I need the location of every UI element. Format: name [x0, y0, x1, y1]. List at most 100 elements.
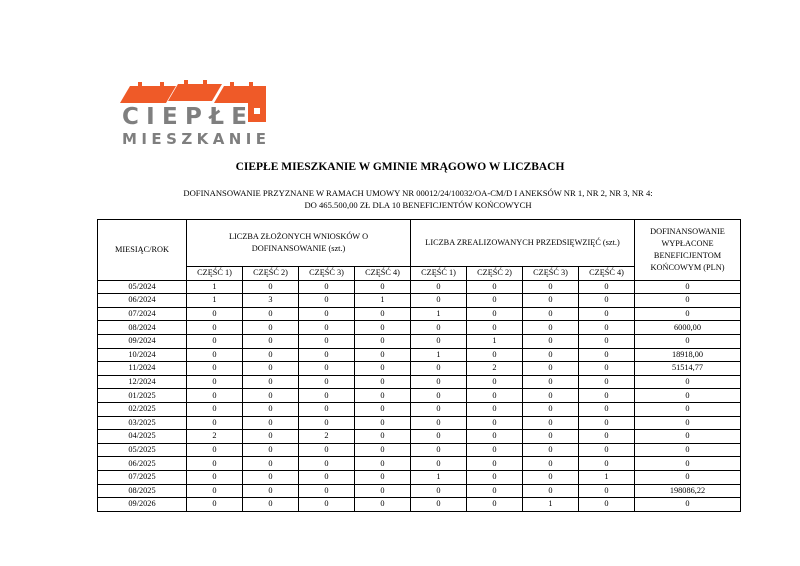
header-part-applications-2: CZĘŚĆ 2) — [242, 266, 299, 281]
svg-text:CIEPŁE: CIEPŁE — [122, 104, 247, 130]
count-cell: 0 — [354, 374, 411, 390]
paid-cell: 198086,22 — [634, 483, 741, 499]
paid-cell: 0 — [634, 456, 741, 471]
cieple-mieszkanie-logo: CIEPŁE MIESZKANIE — [120, 80, 266, 148]
month-cell: 09/2024 — [97, 333, 187, 349]
count-cell: 0 — [298, 483, 355, 499]
count-cell: 0 — [354, 333, 411, 349]
table-row: 08/2025 0 0 0 0 0 0 0 0 198086,22 — [97, 483, 741, 499]
count-cell: 0 — [522, 347, 579, 363]
count-cell: 2 — [466, 361, 523, 376]
count-cell: 0 — [466, 429, 523, 444]
table-row: 05/2024 1 0 0 0 0 0 0 0 0 — [97, 279, 741, 295]
count-cell: 0 — [466, 415, 523, 431]
paid-cell: 6000,00 — [634, 320, 741, 335]
month-cell: 02/2025 — [97, 401, 187, 417]
count-cell: 0 — [410, 401, 467, 417]
paid-cell: 18918,00 — [634, 347, 741, 363]
count-cell: 0 — [410, 497, 467, 512]
count-cell: 0 — [242, 320, 299, 335]
header-part-completed-4: CZĘŚĆ 4) — [578, 266, 635, 281]
count-cell: 0 — [298, 320, 355, 335]
count-cell: 0 — [298, 442, 355, 458]
count-cell: 0 — [578, 429, 635, 444]
paid-cell: 0 — [634, 388, 741, 403]
count-cell: 0 — [522, 469, 579, 485]
count-cell: 0 — [578, 483, 635, 499]
count-cell: 0 — [242, 415, 299, 431]
count-cell: 0 — [186, 469, 243, 485]
table-row: 07/2024 0 0 0 0 1 0 0 0 0 — [97, 306, 741, 322]
count-cell: 0 — [522, 320, 579, 335]
paid-cell: 51514,77 — [634, 361, 741, 376]
month-cell: 05/2025 — [97, 442, 187, 458]
count-cell: 0 — [186, 374, 243, 390]
header-applications: LICZBA ZŁOŻONYCH WNIOSKÓW O DOFINANSOWAN… — [186, 219, 411, 267]
count-cell: 0 — [354, 361, 411, 376]
count-cell: 0 — [298, 456, 355, 471]
count-cell: 0 — [298, 497, 355, 512]
month-cell: 08/2025 — [97, 483, 187, 499]
month-cell: 06/2025 — [97, 456, 187, 471]
count-cell: 0 — [466, 293, 523, 308]
count-cell: 0 — [242, 456, 299, 471]
paid-cell: 0 — [634, 333, 741, 349]
count-cell: 0 — [354, 429, 411, 444]
count-cell: 0 — [186, 456, 243, 471]
count-cell: 0 — [578, 442, 635, 458]
count-cell: 0 — [354, 469, 411, 485]
paid-cell: 0 — [634, 429, 741, 444]
count-cell: 0 — [186, 361, 243, 376]
header-part-applications-3: CZĘŚĆ 3) — [298, 266, 355, 281]
table-row: 04/2025 2 0 2 0 0 0 0 0 0 — [97, 429, 741, 444]
count-cell: 0 — [242, 333, 299, 349]
count-cell: 0 — [298, 347, 355, 363]
paid-cell: 0 — [634, 279, 741, 295]
count-cell: 0 — [410, 429, 467, 444]
count-cell: 0 — [242, 483, 299, 499]
table-row: 03/2025 0 0 0 0 0 0 0 0 0 — [97, 415, 741, 431]
count-cell: 0 — [578, 497, 635, 512]
count-cell: 0 — [298, 279, 355, 295]
count-cell: 0 — [578, 374, 635, 390]
count-cell: 0 — [354, 456, 411, 471]
count-cell: 0 — [410, 293, 467, 308]
count-cell: 0 — [186, 442, 243, 458]
paid-cell: 0 — [634, 306, 741, 322]
count-cell: 0 — [466, 279, 523, 295]
count-cell: 1 — [354, 293, 411, 308]
paid-cell: 0 — [634, 293, 741, 308]
count-cell: 0 — [578, 320, 635, 335]
paid-cell: 0 — [634, 469, 741, 485]
month-cell: 12/2024 — [97, 374, 187, 390]
page-title: CIEPŁE MIESZKANIE W GMINIE MRĄGOWO W LIC… — [235, 161, 565, 173]
count-cell: 0 — [242, 429, 299, 444]
header-part-completed-1: CZĘŚĆ 1) — [410, 266, 467, 281]
count-cell: 2 — [298, 429, 355, 444]
table-row: 02/2025 0 0 0 0 0 0 0 0 0 — [97, 401, 741, 417]
count-cell: 1 — [186, 293, 243, 308]
count-cell: 0 — [578, 279, 635, 295]
count-cell: 0 — [242, 279, 299, 295]
count-cell: 0 — [242, 388, 299, 403]
table-row: 09/2026 0 0 0 0 0 0 1 0 0 — [97, 497, 741, 512]
count-cell: 0 — [186, 483, 243, 499]
count-cell: 0 — [354, 320, 411, 335]
table-row: 12/2024 0 0 0 0 0 0 0 0 0 — [97, 374, 741, 390]
count-cell: 0 — [466, 388, 523, 403]
count-cell: 0 — [242, 497, 299, 512]
count-cell: 0 — [466, 374, 523, 390]
paid-cell: 0 — [634, 374, 741, 390]
count-cell: 0 — [298, 415, 355, 431]
count-cell: 0 — [522, 483, 579, 499]
count-cell: 0 — [298, 374, 355, 390]
paid-cell: 0 — [634, 401, 741, 417]
count-cell: 0 — [466, 442, 523, 458]
count-cell: 0 — [354, 279, 411, 295]
paid-cell: 0 — [634, 497, 741, 512]
count-cell: 0 — [242, 442, 299, 458]
count-cell: 0 — [466, 497, 523, 512]
paid-cell: 0 — [634, 442, 741, 458]
count-cell: 0 — [186, 306, 243, 322]
count-cell: 0 — [466, 347, 523, 363]
